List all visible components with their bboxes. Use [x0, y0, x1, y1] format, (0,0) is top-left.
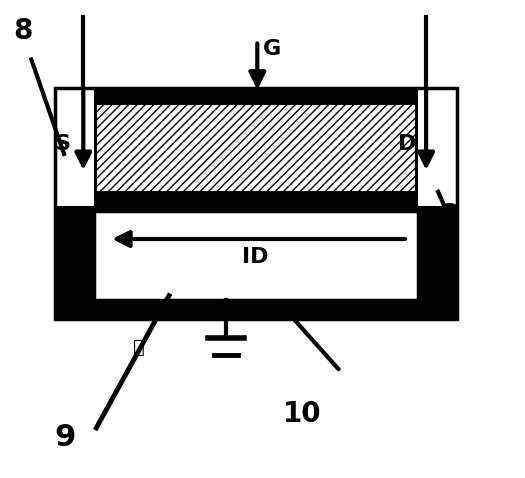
Bar — [55, 206, 93, 300]
Bar — [96, 104, 416, 192]
Bar — [93, 211, 418, 300]
Text: 9: 9 — [55, 423, 76, 452]
Bar — [418, 206, 457, 300]
Text: G: G — [262, 40, 281, 59]
Text: 8: 8 — [13, 17, 33, 45]
Text: 地: 地 — [133, 338, 144, 357]
Bar — [55, 88, 457, 319]
Text: S: S — [55, 134, 71, 154]
Text: 8: 8 — [439, 202, 458, 229]
Bar — [55, 300, 457, 319]
Text: 10: 10 — [284, 400, 322, 428]
Text: D: D — [397, 134, 416, 154]
Text: ID: ID — [242, 247, 268, 267]
Bar — [93, 88, 418, 211]
